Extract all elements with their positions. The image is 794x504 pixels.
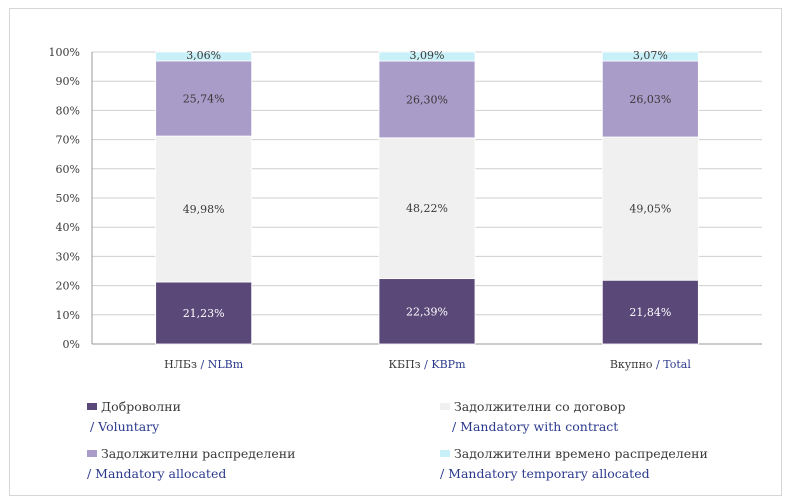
y-tick-label: 100% <box>49 46 80 59</box>
y-tick-label: 0% <box>63 338 80 351</box>
legend-label-temporary: Задолжителни времено распределени <box>454 446 708 461</box>
bar-segment-contract <box>601 136 699 281</box>
data-label-contract: 49,98% <box>183 203 225 216</box>
y-tick-label: 70% <box>56 134 80 147</box>
bar-segment-allocated <box>155 60 253 137</box>
data-label-temporary: 3,06% <box>186 49 221 62</box>
legend-swatch-voluntary <box>87 403 97 410</box>
legend-swatch-contract <box>440 403 450 410</box>
legend-label-voluntary: Доброволни <box>101 399 181 414</box>
data-label-allocated: 25,74% <box>183 92 225 105</box>
data-label-temporary: 3,07% <box>633 49 668 62</box>
legend-item-temporary: Задолжителни времено распределени / Mand… <box>440 444 708 484</box>
bar-segment-temporary <box>155 51 253 62</box>
y-tick-label: 10% <box>56 309 80 322</box>
legend-item-allocated: Задолжителни распределени / Mandatory al… <box>87 444 295 484</box>
data-label-voluntary: 22,39% <box>406 305 448 318</box>
y-tick-label: 40% <box>56 221 80 234</box>
bar-segment-temporary <box>601 51 699 62</box>
x-category-label: Вкупно / Total <box>610 358 692 371</box>
bar-segment-voluntary <box>378 278 476 345</box>
y-tick-label: 60% <box>56 163 80 176</box>
bar-segment-contract <box>155 135 253 283</box>
y-tick-label: 80% <box>56 104 80 117</box>
y-tick-label: 30% <box>56 250 80 263</box>
data-label-allocated: 26,30% <box>406 93 448 106</box>
legend-label-voluntary-en: / Voluntary <box>90 419 160 434</box>
legend-swatch-allocated <box>87 450 97 457</box>
data-label-contract: 49,05% <box>629 203 671 216</box>
data-label-voluntary: 21,23% <box>183 307 225 320</box>
legend-swatch-temporary <box>440 450 450 457</box>
x-category-label: КБПз / KBPm <box>388 358 466 371</box>
chart-frame <box>9 8 782 496</box>
y-tick-label: 90% <box>56 75 80 88</box>
legend-label-contract: Задолжителни со договор <box>454 399 626 414</box>
legend-label-contract-en: / Mandatory with contract <box>452 419 619 434</box>
legend-label-temporary-en: / Mandatory temporary allocated <box>440 466 650 481</box>
legend-item-voluntary: Доброволни / Voluntary <box>87 397 181 437</box>
data-label-temporary: 3,09% <box>410 49 445 62</box>
bar-segment-temporary <box>378 51 476 62</box>
bar-segment-allocated <box>601 60 699 138</box>
data-label-allocated: 26,03% <box>629 93 671 106</box>
y-tick-label: 20% <box>56 280 80 293</box>
data-label-contract: 48,22% <box>406 202 448 215</box>
bar-segment-allocated <box>378 60 476 139</box>
bar-segment-voluntary <box>601 279 699 345</box>
x-category-label: НЛБз / NLBm <box>164 358 244 371</box>
legend-item-contract: Задолжителни со договор / Mandatory with… <box>440 397 625 437</box>
y-tick-label: 50% <box>56 192 80 205</box>
legend-label-allocated-en: / Mandatory allocated <box>87 466 227 481</box>
bar-segment-contract <box>378 137 476 280</box>
legend-label-allocated: Задолжителни распределени <box>101 446 296 461</box>
data-label-voluntary: 21,84% <box>629 306 671 319</box>
